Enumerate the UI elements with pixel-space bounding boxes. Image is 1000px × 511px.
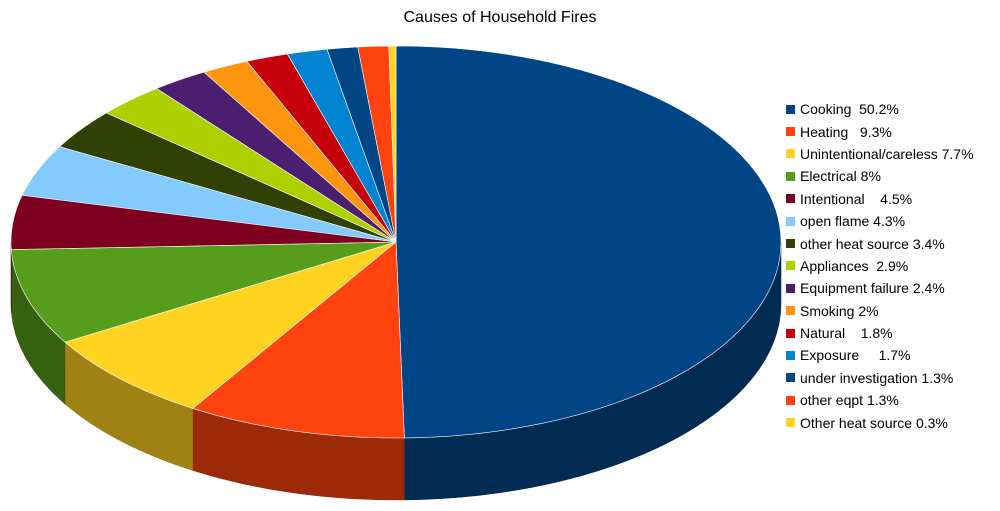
legend-swatch: [786, 395, 795, 405]
legend-item: open flame 4.3%: [786, 210, 974, 232]
legend-swatch: [786, 418, 795, 428]
legend-swatch: [786, 194, 795, 204]
legend-item: Smoking 2%: [786, 300, 974, 322]
legend-label: other heat source 3.4%: [800, 235, 945, 252]
legend-label: Electrical 8%: [800, 168, 881, 185]
pie-side-walls: [10, 241, 782, 501]
legend-item: Natural 1.8%: [786, 322, 974, 344]
legend-label: Natural 1.8%: [800, 325, 893, 342]
legend-swatch: [786, 373, 795, 383]
legend-swatch: [786, 149, 795, 159]
legend-item: under investigation 1.3%: [786, 367, 974, 389]
legend-label: Cooking 50.2%: [800, 101, 899, 118]
legend-label: Intentional 4.5%: [800, 190, 913, 207]
pie-slice-0: [395, 45, 782, 439]
legend-label: Smoking 2%: [800, 302, 879, 319]
legend-label: under investigation 1.3%: [800, 369, 954, 386]
legend-swatch: [786, 127, 795, 137]
legend-item: Heating 9.3%: [786, 120, 974, 142]
legend-swatch: [786, 104, 795, 114]
legend-item: other eqpt 1.3%: [786, 389, 974, 411]
legend-item: Electrical 8%: [786, 165, 974, 187]
legend-swatch: [786, 328, 795, 338]
legend-label: Unintentional/careless 7.7%: [800, 145, 974, 162]
legend-label: Equipment failure 2.4%: [800, 280, 945, 297]
legend-label: open flame 4.3%: [800, 213, 906, 230]
legend-item: Appliances 2.9%: [786, 255, 974, 277]
legend-swatch: [786, 216, 795, 226]
legend-item: other heat source 3.4%: [786, 232, 974, 254]
legend-swatch: [786, 283, 795, 293]
legend-label: Exposure 1.7%: [800, 347, 911, 364]
legend: Cooking 50.2% Heating 9.3% Unintentional/c…: [786, 98, 974, 434]
legend-item: Intentional 4.5%: [786, 188, 974, 210]
legend-label: Other heat source 0.3%: [800, 414, 948, 431]
pie-slice-3: [10, 241, 397, 343]
legend-item: Exposure 1.7%: [786, 344, 974, 366]
chart-title: Causes of Household Fires: [403, 9, 597, 26]
legend-swatch: [786, 306, 795, 316]
legend-item: Other heat source 0.3%: [786, 411, 974, 433]
legend-swatch: [786, 261, 795, 271]
pie-slice-14: [388, 45, 397, 243]
legend-item: Equipment failure 2.4%: [786, 277, 974, 299]
legend-swatch: [786, 239, 795, 249]
legend-swatch: [786, 350, 795, 360]
legend-item: Unintentional/careless 7.7%: [786, 143, 974, 165]
pie-slice-1: [192, 241, 405, 439]
pie-slice-2: [64, 241, 397, 409]
legend-swatch: [786, 171, 795, 181]
pie-slices: [10, 45, 782, 439]
legend-label: other eqpt 1.3%: [800, 392, 899, 409]
legend-label: Appliances 2.9%: [800, 257, 909, 274]
legend-label: Heating 9.3%: [800, 123, 892, 140]
legend-item: Cooking 50.2%: [786, 98, 974, 120]
